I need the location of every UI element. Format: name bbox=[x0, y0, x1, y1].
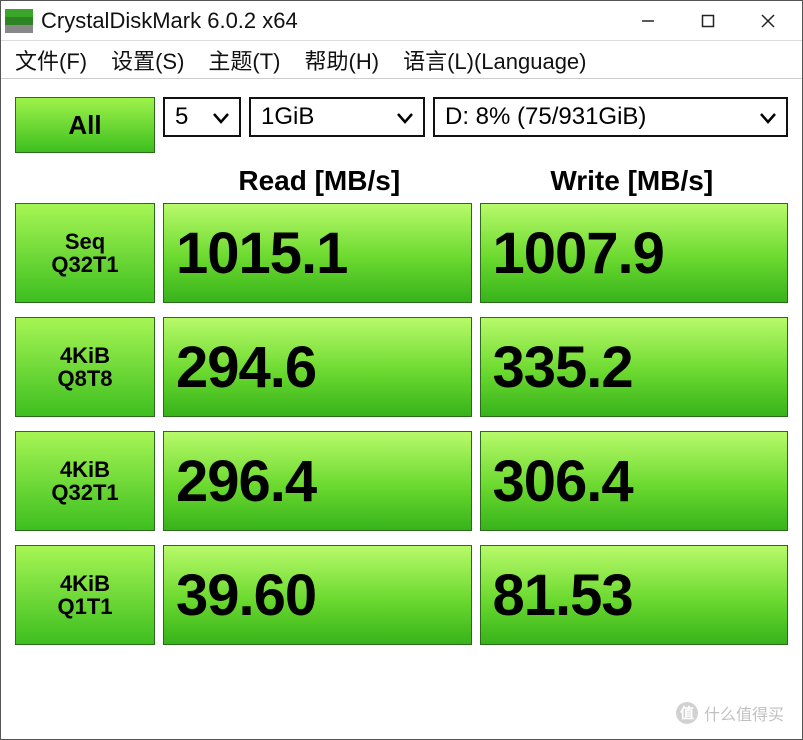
close-button[interactable] bbox=[738, 1, 798, 41]
read-header: Read [MB/s] bbox=[163, 165, 476, 197]
column-headers: Read [MB/s] Write [MB/s] bbox=[15, 159, 788, 203]
result-row-seq: Seq Q32T1 1015.1 1007.9 bbox=[15, 203, 788, 303]
4k-q32t1-write-value: 306.4 bbox=[480, 431, 789, 531]
run-4k-q32t1-button[interactable]: 4KiB Q32T1 bbox=[15, 431, 155, 531]
drive-select[interactable]: D: 8% (75/931GiB) bbox=[433, 97, 788, 137]
menu-theme[interactable]: 主题(T) bbox=[208, 44, 280, 76]
row-label-1: Seq bbox=[65, 230, 105, 253]
4k-q32t1-read-value: 296.4 bbox=[163, 431, 472, 531]
watermark-text: 什么值得买 bbox=[704, 701, 784, 725]
result-row-4k-q32t1: 4KiB Q32T1 296.4 306.4 bbox=[15, 431, 788, 531]
watermark: 值 什么值得买 bbox=[676, 701, 784, 725]
window-title: CrystalDiskMark 6.0.2 x64 bbox=[41, 8, 618, 34]
seq-write-value: 1007.9 bbox=[480, 203, 789, 303]
drive-value: D: 8% (75/931GiB) bbox=[445, 103, 646, 131]
row-label-1: 4KiB bbox=[60, 572, 110, 595]
4k-q8t8-write-value: 335.2 bbox=[480, 317, 789, 417]
write-header: Write [MB/s] bbox=[476, 165, 789, 197]
run-4k-q1t1-button[interactable]: 4KiB Q1T1 bbox=[15, 545, 155, 645]
seq-read-value: 1015.1 bbox=[163, 203, 472, 303]
run-seq-button[interactable]: Seq Q32T1 bbox=[15, 203, 155, 303]
run-4k-q8t8-button[interactable]: 4KiB Q8T8 bbox=[15, 317, 155, 417]
watermark-badge: 值 bbox=[676, 702, 698, 724]
test-count-select[interactable]: 5 bbox=[163, 97, 241, 137]
4k-q8t8-read-value: 294.6 bbox=[163, 317, 472, 417]
window-controls bbox=[618, 1, 798, 41]
chevron-down-icon bbox=[760, 103, 776, 131]
result-row-4k-q1t1: 4KiB Q1T1 39.60 81.53 bbox=[15, 545, 788, 645]
row-label-2: Q32T1 bbox=[51, 481, 118, 504]
menu-settings[interactable]: 设置(S) bbox=[111, 44, 184, 76]
content-area: All 5 1GiB D: 8% (75/931GiB) bbox=[1, 79, 802, 659]
row-label-2: Q8T8 bbox=[57, 367, 112, 390]
chevron-down-icon bbox=[397, 103, 413, 131]
controls-row: All 5 1GiB D: 8% (75/931GiB) bbox=[15, 97, 788, 153]
menu-help[interactable]: 帮助(H) bbox=[305, 44, 380, 76]
test-count-value: 5 bbox=[175, 103, 188, 131]
row-label-2: Q1T1 bbox=[57, 595, 112, 618]
row-label-1: 4KiB bbox=[60, 458, 110, 481]
menu-language[interactable]: 语言(L)(Language) bbox=[403, 44, 586, 76]
minimize-button[interactable] bbox=[618, 1, 678, 41]
4k-q1t1-write-value: 81.53 bbox=[480, 545, 789, 645]
app-icon bbox=[5, 9, 33, 33]
app-window: CrystalDiskMark 6.0.2 x64 文件(F) 设置(S) 主题… bbox=[0, 0, 803, 740]
run-all-button[interactable]: All bbox=[15, 97, 155, 153]
row-label-1: 4KiB bbox=[60, 344, 110, 367]
4k-q1t1-read-value: 39.60 bbox=[163, 545, 472, 645]
result-row-4k-q8t8: 4KiB Q8T8 294.6 335.2 bbox=[15, 317, 788, 417]
menubar: 文件(F) 设置(S) 主题(T) 帮助(H) 语言(L)(Language) bbox=[1, 41, 802, 79]
maximize-button[interactable] bbox=[678, 1, 738, 41]
test-size-select[interactable]: 1GiB bbox=[249, 97, 425, 137]
titlebar: CrystalDiskMark 6.0.2 x64 bbox=[1, 1, 802, 41]
menu-file[interactable]: 文件(F) bbox=[15, 44, 87, 76]
row-label-2: Q32T1 bbox=[51, 253, 118, 276]
chevron-down-icon bbox=[213, 103, 229, 131]
test-size-value: 1GiB bbox=[261, 103, 314, 131]
